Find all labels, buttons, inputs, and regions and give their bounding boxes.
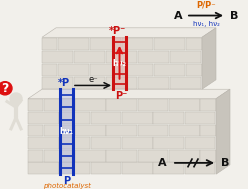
Bar xyxy=(106,99,137,111)
Bar xyxy=(42,51,73,63)
Text: B: B xyxy=(221,158,229,168)
Bar xyxy=(42,38,57,50)
Text: P⁻: P⁻ xyxy=(115,91,128,101)
Bar xyxy=(122,38,153,50)
Bar xyxy=(113,37,126,89)
Bar xyxy=(59,137,90,149)
Text: P/P⁻: P/P⁻ xyxy=(196,1,216,10)
Bar xyxy=(28,162,59,174)
Bar xyxy=(28,99,43,111)
Circle shape xyxy=(0,82,12,95)
Text: P: P xyxy=(63,176,70,186)
Bar xyxy=(122,64,153,76)
Bar xyxy=(106,77,137,89)
Bar xyxy=(106,125,137,136)
Bar xyxy=(58,64,89,76)
Bar xyxy=(91,137,121,149)
Bar xyxy=(58,38,89,50)
Bar xyxy=(138,125,168,136)
Bar xyxy=(44,150,74,162)
Bar xyxy=(186,38,202,50)
Bar xyxy=(200,99,216,111)
Bar xyxy=(28,137,59,149)
Bar xyxy=(154,38,185,50)
Text: hν₁: hν₁ xyxy=(60,127,73,136)
Bar xyxy=(169,99,200,111)
Bar xyxy=(74,51,105,63)
Bar xyxy=(59,162,90,174)
Bar xyxy=(28,112,59,124)
Bar xyxy=(169,125,200,136)
Bar xyxy=(185,112,215,124)
Bar xyxy=(138,99,168,111)
Polygon shape xyxy=(28,89,230,99)
Bar xyxy=(185,137,215,149)
Bar xyxy=(170,77,201,89)
Bar xyxy=(74,77,105,89)
Circle shape xyxy=(10,93,22,104)
Bar xyxy=(122,112,153,124)
Polygon shape xyxy=(202,28,216,89)
Bar xyxy=(153,112,184,124)
Bar xyxy=(200,150,216,162)
Bar xyxy=(75,150,106,162)
Bar xyxy=(138,77,169,89)
Bar xyxy=(44,125,74,136)
Bar xyxy=(185,162,215,174)
Bar xyxy=(106,51,137,63)
Bar xyxy=(122,162,153,174)
Bar xyxy=(44,99,74,111)
Text: *P: *P xyxy=(58,78,69,88)
Text: hν₂: hν₂ xyxy=(113,59,126,68)
Text: *P⁻: *P⁻ xyxy=(109,26,126,36)
Bar xyxy=(200,125,216,136)
Polygon shape xyxy=(216,89,230,174)
Bar xyxy=(138,150,168,162)
Bar xyxy=(28,150,43,162)
Bar xyxy=(170,51,201,63)
Text: A: A xyxy=(158,158,166,168)
Bar xyxy=(153,137,184,149)
Bar xyxy=(75,99,106,111)
Polygon shape xyxy=(42,28,216,37)
Bar xyxy=(59,112,90,124)
Bar xyxy=(91,112,121,124)
Bar xyxy=(60,89,73,174)
Text: e⁻: e⁻ xyxy=(88,75,98,84)
Bar xyxy=(42,77,73,89)
Bar xyxy=(186,64,202,76)
Bar xyxy=(91,162,121,174)
Bar xyxy=(42,64,57,76)
Bar xyxy=(90,64,121,76)
Bar xyxy=(122,137,153,149)
Bar xyxy=(138,51,169,63)
Text: ?: ? xyxy=(1,82,9,95)
Bar xyxy=(75,125,106,136)
Text: hν₁, hν₂: hν₁, hν₂ xyxy=(192,21,219,27)
Text: photocatalyst: photocatalyst xyxy=(43,183,91,189)
Text: A: A xyxy=(174,11,182,21)
Bar xyxy=(154,64,185,76)
Text: B: B xyxy=(230,11,238,21)
Bar xyxy=(106,150,137,162)
Bar xyxy=(90,38,121,50)
Bar xyxy=(169,150,200,162)
Bar xyxy=(153,162,184,174)
Bar xyxy=(28,125,43,136)
